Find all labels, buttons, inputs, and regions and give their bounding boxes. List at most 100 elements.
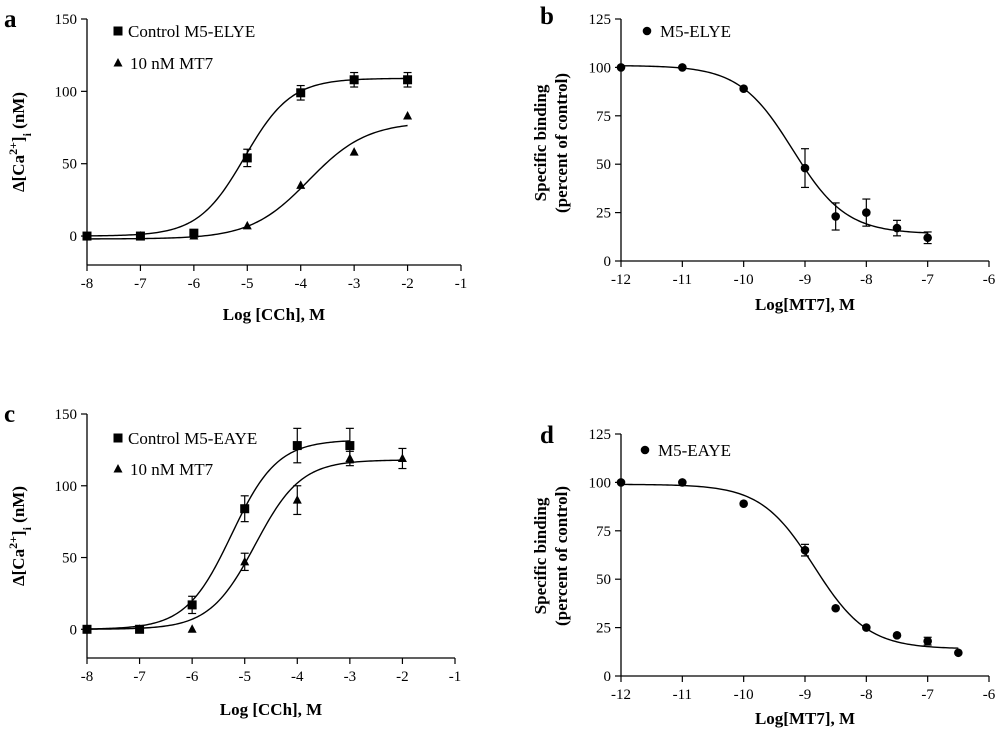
panel-label: a xyxy=(4,6,17,33)
data-point-circle xyxy=(800,163,810,173)
x-axis-label: Log [CCh], M xyxy=(223,305,325,324)
x-tick-label: -5 xyxy=(238,669,251,685)
y-tick-label: 100 xyxy=(589,475,612,491)
y-tick-label: 0 xyxy=(604,254,612,270)
x-tick-label: -9 xyxy=(799,687,812,703)
data-point-circle xyxy=(678,63,687,72)
data-point-circle xyxy=(862,208,871,217)
y-axis-label-line2: (percent of control) xyxy=(552,486,571,626)
y-tick-label: 75 xyxy=(596,109,611,125)
x-tick-label: -8 xyxy=(81,669,94,685)
x-tick-label: -12 xyxy=(611,687,631,703)
y-tick-label: 50 xyxy=(62,157,77,173)
chart-panel-b: -12 -11 -10 -9 -8 -7 -6 0 25 50 75 100 125 M5-ELYE b Lo… xyxy=(531,3,996,314)
y-tick-label: 50 xyxy=(596,572,611,588)
x-tick-label: -9 xyxy=(799,272,812,288)
x-tick-label: -4 xyxy=(294,276,307,292)
chart-panel-a: -8 -7 -6 -5 -4 -3 -2 -1 0 50 100 150 Control M5-ELYE… xyxy=(4,6,467,324)
legend-marker-circle xyxy=(642,26,652,36)
y-axis-label-line1: Specific binding xyxy=(531,497,550,614)
y-tick-label: 50 xyxy=(62,551,77,567)
data-point-circle xyxy=(739,84,748,93)
x-tick-label: -12 xyxy=(611,272,631,288)
fit-curve-triangle xyxy=(86,459,403,630)
x-tick-label: -5 xyxy=(241,276,254,292)
y-tick-label: 100 xyxy=(55,479,78,495)
data-point-triangle xyxy=(82,231,92,240)
data-point-circle xyxy=(892,631,902,640)
panel-label: c xyxy=(4,401,15,428)
legend-marker-square xyxy=(113,26,123,36)
y-tick-label: 150 xyxy=(55,12,78,28)
legend-label: M5-ELYE xyxy=(660,22,731,41)
data-point-square xyxy=(292,441,302,451)
y-tick-label: 125 xyxy=(589,427,612,443)
y-tick-label: 0 xyxy=(70,229,78,245)
y-tick-label: 150 xyxy=(55,407,78,423)
data-point-circle xyxy=(616,63,626,72)
data-point-square xyxy=(345,441,355,451)
legend-label: Control M5-EAYE xyxy=(128,429,257,448)
x-tick-label: -8 xyxy=(860,272,873,288)
x-tick-label: -6 xyxy=(186,669,199,685)
x-tick-label: -3 xyxy=(344,669,357,685)
x-axis-label: Log[MT7], M xyxy=(755,295,855,314)
data-point-triangle xyxy=(187,624,197,633)
x-tick-label: -6 xyxy=(188,276,201,292)
data-point-triangle xyxy=(403,110,413,120)
legend-label: M5-EAYE xyxy=(658,441,731,460)
data-point-square xyxy=(403,75,413,85)
data-point-triangle xyxy=(292,495,302,504)
data-point-circle xyxy=(923,233,932,243)
data-point-triangle xyxy=(135,624,145,633)
x-axis-label: Log[MT7], M xyxy=(755,709,855,728)
data-point-circle xyxy=(678,478,687,487)
data-point-triangle xyxy=(397,453,407,462)
legend-label: 10 nM MT7 xyxy=(130,54,214,73)
fit-curve-circle xyxy=(620,65,928,234)
y-tick-label: 100 xyxy=(55,84,78,100)
x-tick-label: -7 xyxy=(133,669,146,685)
x-tick-label: -3 xyxy=(348,276,361,292)
x-tick-label: -7 xyxy=(134,276,147,292)
data-point-triangle xyxy=(189,231,199,240)
x-tick-label: -4 xyxy=(291,669,304,685)
legend-label: Control M5-ELYE xyxy=(128,22,255,41)
data-point-circle xyxy=(831,212,840,221)
data-point-triangle xyxy=(240,556,250,566)
data-point-circle xyxy=(923,636,932,646)
data-point-square xyxy=(296,88,306,98)
data-point-circle xyxy=(739,499,748,508)
data-point-square xyxy=(242,153,252,163)
y-tick-label: 100 xyxy=(589,60,612,76)
data-point-triangle xyxy=(82,624,92,633)
x-tick-label: -11 xyxy=(673,272,692,288)
x-tick-label: -11 xyxy=(673,687,692,703)
panel-label: d xyxy=(540,422,554,449)
x-tick-label: -6 xyxy=(983,272,996,288)
y-axis-label: Δ[Ca2+]i (nM) xyxy=(6,92,34,192)
data-point-square xyxy=(349,75,359,85)
x-tick-label: -2 xyxy=(396,669,409,685)
x-tick-label: -8 xyxy=(81,276,94,292)
x-tick-label: -8 xyxy=(860,687,873,703)
panel-label: b xyxy=(540,3,554,30)
y-tick-label: 0 xyxy=(70,622,78,638)
x-tick-label: -7 xyxy=(921,687,934,703)
x-tick-label: -10 xyxy=(734,687,754,703)
data-point-circle xyxy=(616,478,626,487)
legend-marker-circle xyxy=(640,445,650,455)
x-axis-label: Log [CCh], M xyxy=(220,700,322,719)
y-axis-label: Δ[Ca2+]i (nM) xyxy=(6,486,34,586)
data-point-triangle xyxy=(296,180,306,189)
data-point-circle xyxy=(831,603,840,613)
data-point-triangle xyxy=(135,231,145,240)
y-tick-label: 125 xyxy=(589,12,612,28)
chart-panel-c: -8 -7 -6 -5 -4 -3 -2 -1 0 50 100 150 Control M5-EAYE… xyxy=(4,401,461,719)
data-point-triangle xyxy=(242,220,252,230)
fit-curve-circle xyxy=(620,483,959,649)
data-point-triangle xyxy=(345,453,355,462)
data-point-square xyxy=(240,504,250,514)
y-axis-label-line2: (percent of control) xyxy=(552,73,571,213)
